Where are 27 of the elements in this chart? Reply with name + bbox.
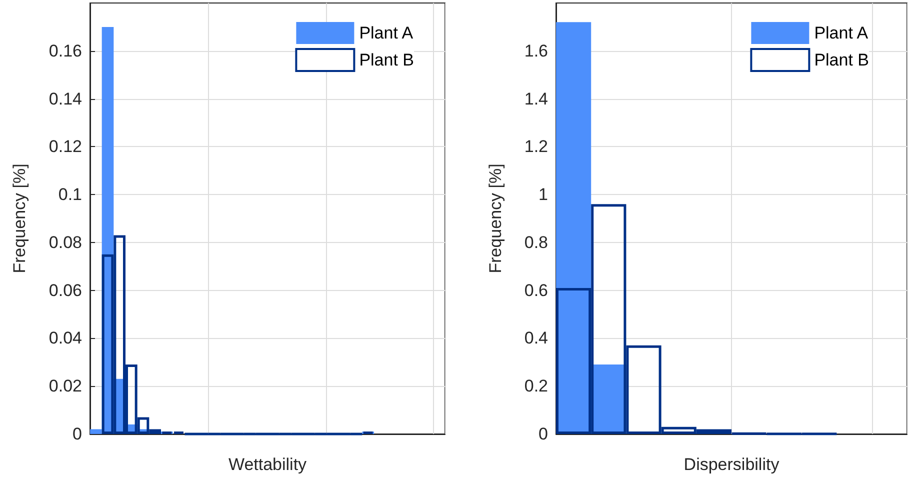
y-tick-label: 0.02 [48, 376, 82, 396]
y-tick-label: 0.04 [48, 328, 82, 348]
y-tick-label: 0.12 [48, 137, 82, 156]
y-tick-label: 1.2 [524, 137, 548, 156]
y-tick-label: 0.6 [524, 280, 548, 300]
legend-label: Plant A [359, 24, 414, 42]
y-tick-label: 0.1 [58, 185, 82, 204]
x-axis-title: Wettability [228, 455, 308, 474]
y-tick-label: 0.14 [48, 89, 82, 108]
y-tick-label: 1 [538, 185, 548, 204]
y-tick-label: 0.8 [524, 232, 548, 252]
y-axis-title: Frequency [%] [10, 164, 29, 274]
y-tick-label: 0.16 [48, 41, 82, 60]
y-tick-label: 0.08 [48, 232, 82, 252]
x-axis-title: Dispersibility [684, 455, 780, 474]
y-tick-label: 0.2 [524, 376, 548, 396]
bar [90, 429, 102, 434]
legend-label: Plant B [814, 50, 869, 70]
legend-label: Plant B [359, 50, 414, 70]
y-tick-label: 1.4 [524, 89, 548, 108]
y-tick-label: 0.4 [524, 328, 548, 348]
legend-label: Plant A [814, 24, 869, 42]
y-tick-label: 0 [538, 424, 548, 444]
y-axis-title: Frequency [%] [486, 164, 505, 274]
y-tick-label: 1.6 [524, 41, 548, 60]
y-tick-label: 0.06 [48, 280, 82, 300]
y-tick-label: 0 [72, 424, 82, 444]
